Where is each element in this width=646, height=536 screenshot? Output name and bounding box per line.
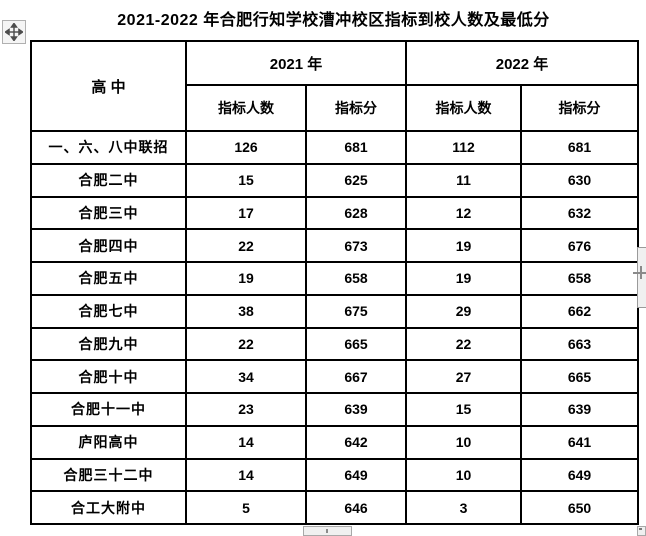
quota-2022-cell[interactable]: 22: [405, 326, 523, 362]
quota-2021-cell[interactable]: 22: [185, 326, 307, 362]
move-icon: [326, 529, 328, 533]
school-name-cell[interactable]: 合肥四中: [30, 228, 187, 263]
school-name-cell[interactable]: 合工大附中: [30, 490, 187, 525]
quota-2021-cell[interactable]: 14: [185, 457, 307, 493]
table-row: 合肥十中 34 667 27 665: [30, 359, 640, 394]
score-header-2021[interactable]: 指标分: [304, 84, 408, 132]
quota-2022-cell[interactable]: 11: [405, 162, 523, 198]
school-name-cell[interactable]: 合肥七中: [30, 293, 187, 329]
score-2021-cell[interactable]: 665: [304, 326, 408, 362]
score-2021-cell[interactable]: 658: [304, 261, 408, 296]
table-row: 一、六、八中联招 126 681 112 681: [30, 130, 640, 165]
score-2022-cell[interactable]: 665: [520, 359, 640, 394]
score-2022-cell[interactable]: 676: [520, 228, 640, 263]
quota-2022-cell[interactable]: 12: [405, 195, 523, 231]
table-header: 高 中 2021 年 2022 年 指标人数 指标分 指标人数 指标分: [30, 40, 640, 132]
score-2021-cell[interactable]: 675: [304, 293, 408, 329]
header-row-metrics: 指标人数 指标分 指标人数 指标分: [31, 84, 640, 132]
school-name-cell[interactable]: 一、六、八中联招: [30, 130, 187, 165]
indicator-table: 高 中 2021 年 2022 年 指标人数 指标分 指标人数 指标分 一、六、…: [30, 40, 640, 525]
page-title[interactable]: 2021-2022 年合肥行知学校漕冲校区指标到校人数及最低分: [117, 12, 550, 29]
school-name-cell[interactable]: 合肥十一中: [30, 392, 187, 427]
score-2021-cell[interactable]: 649: [304, 457, 408, 493]
school-name-cell[interactable]: 合肥十中: [30, 359, 187, 394]
score-2022-cell[interactable]: 658: [520, 261, 640, 296]
school-name-cell[interactable]: 合肥五中: [30, 261, 187, 296]
score-2022-cell[interactable]: 639: [520, 392, 640, 427]
score-2021-cell[interactable]: 642: [304, 424, 408, 460]
score-header-2022[interactable]: 指标分: [520, 84, 640, 132]
score-2021-cell[interactable]: 667: [304, 359, 408, 394]
split-plus-icon: [633, 272, 646, 274]
table-row: 合肥四中 22 673 19 676: [30, 228, 640, 263]
move-icon: [5, 23, 23, 41]
year-2021-header[interactable]: 2021 年: [184, 40, 408, 86]
quota-2021-cell[interactable]: 17: [185, 195, 307, 231]
quota-2022-cell[interactable]: 19: [405, 228, 523, 263]
quota-2021-cell[interactable]: 15: [185, 162, 307, 198]
table-row: 合肥十一中 23 639 15 639: [30, 392, 640, 427]
table-row: 合工大附中 5 646 3 650: [30, 490, 640, 525]
school-name-cell[interactable]: 合肥三十二中: [30, 457, 187, 493]
year-2022-header[interactable]: 2022 年: [405, 40, 640, 86]
table-row: 合肥五中 19 658 19 658: [30, 261, 640, 296]
school-name-cell[interactable]: 合肥二中: [30, 162, 187, 198]
school-column-header[interactable]: 高 中: [30, 40, 187, 132]
next-table-move-handle[interactable]: [303, 526, 352, 536]
score-2022-cell[interactable]: 632: [520, 195, 640, 231]
quota-2022-cell[interactable]: 3: [405, 490, 523, 525]
quota-2022-cell[interactable]: 15: [405, 392, 523, 427]
quota-2021-cell[interactable]: 38: [185, 293, 307, 329]
quota-2021-cell[interactable]: 22: [185, 228, 307, 263]
table-row: 合肥三中 17 628 12 632: [30, 195, 640, 231]
table-move-handle[interactable]: [2, 20, 26, 44]
quota-2022-cell[interactable]: 10: [405, 424, 523, 460]
quota-2021-cell[interactable]: 34: [185, 359, 307, 394]
score-2022-cell[interactable]: 641: [520, 424, 640, 460]
quota-2022-cell[interactable]: 112: [405, 130, 523, 165]
table-row: 合肥九中 22 665 22 663: [30, 326, 640, 362]
score-2022-cell[interactable]: 649: [520, 457, 640, 493]
quota-2021-cell[interactable]: 19: [185, 261, 307, 296]
quota-2022-cell[interactable]: 19: [405, 261, 523, 296]
table-body: 一、六、八中联招 126 681 112 681 合肥二中 15 625 11 630 合肥三中 17…: [30, 130, 640, 525]
quota-header-2022[interactable]: 指标人数: [405, 84, 523, 132]
score-2021-cell[interactable]: 625: [304, 162, 408, 198]
quota-2021-cell[interactable]: 14: [185, 424, 307, 460]
quota-2022-cell[interactable]: 10: [405, 457, 523, 493]
school-name-cell[interactable]: 合肥九中: [30, 326, 187, 362]
score-2022-cell[interactable]: 681: [520, 130, 640, 165]
score-2021-cell[interactable]: 673: [304, 228, 408, 263]
table-row: 合肥三十二中 14 649 10 649: [30, 457, 640, 493]
table-resize-handle[interactable]: [637, 526, 646, 536]
quota-2021-cell[interactable]: 5: [185, 490, 307, 525]
quota-2021-cell[interactable]: 23: [185, 392, 307, 427]
resize-icon: [639, 528, 642, 530]
quota-2022-cell[interactable]: 27: [405, 359, 523, 394]
header-row-years: 高 中 2021 年 2022 年: [30, 40, 640, 132]
split-plus-icon: [640, 266, 642, 279]
score-2021-cell[interactable]: 646: [304, 490, 408, 525]
quota-header-2021[interactable]: 指标人数: [185, 84, 307, 132]
quota-2021-cell[interactable]: 126: [185, 130, 307, 165]
score-2022-cell[interactable]: 650: [520, 490, 640, 525]
score-2021-cell[interactable]: 639: [304, 392, 408, 427]
score-2022-cell[interactable]: 663: [520, 326, 640, 362]
quota-2022-cell[interactable]: 29: [405, 293, 523, 329]
table-row: 庐阳高中 14 642 10 641: [30, 424, 640, 460]
table-row: 合肥二中 15 625 11 630: [30, 162, 640, 198]
score-2022-cell[interactable]: 662: [520, 293, 640, 329]
table-row: 合肥七中 38 675 29 662: [30, 293, 640, 329]
score-2021-cell[interactable]: 628: [304, 195, 408, 231]
score-2022-cell[interactable]: 630: [520, 162, 640, 198]
score-2021-cell[interactable]: 681: [304, 130, 408, 165]
school-name-cell[interactable]: 合肥三中: [30, 195, 187, 231]
school-name-cell[interactable]: 庐阳高中: [30, 424, 187, 460]
scrollbar-fragment[interactable]: [633, 247, 646, 308]
